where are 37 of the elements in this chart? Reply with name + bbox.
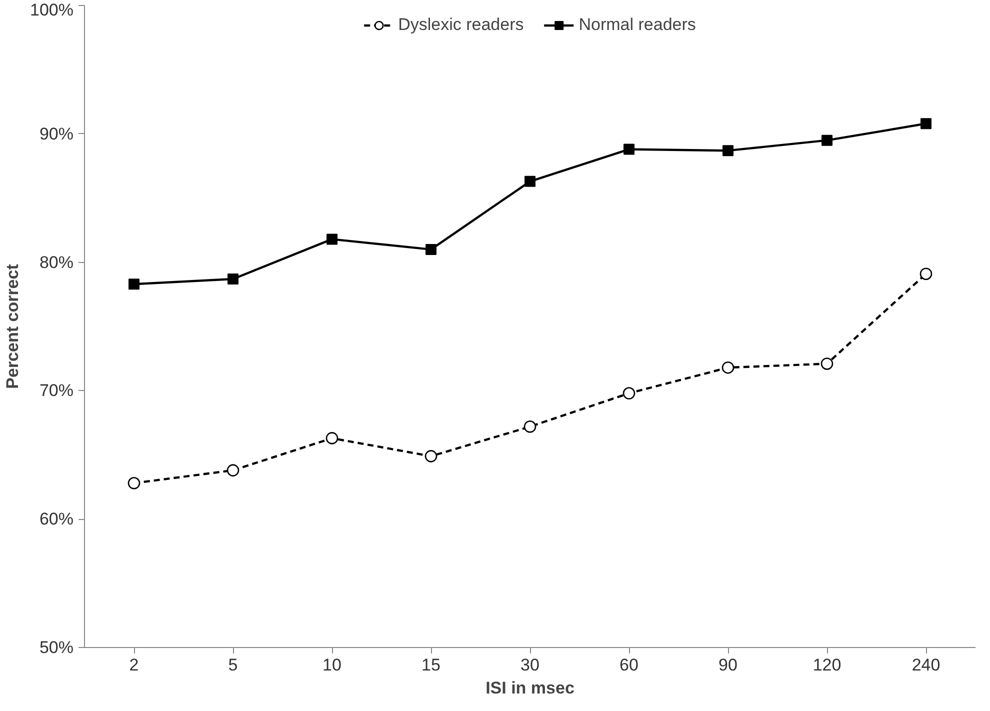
point: [622, 387, 636, 400]
x-tick-label: 90: [718, 656, 738, 674]
point: [226, 464, 240, 476]
x-tick-label: 120: [812, 656, 842, 674]
point: [326, 234, 338, 245]
x-tick-label: 60: [620, 656, 638, 674]
x-tick-label: 10: [322, 656, 342, 674]
point: [426, 244, 436, 255]
x-axis-title: ISI in msec: [486, 678, 574, 698]
point: [128, 477, 140, 490]
y-tick-label: 50%: [39, 638, 74, 657]
y-tick-label: 70%: [39, 381, 74, 400]
x-tick-label: 240: [912, 656, 940, 674]
x-tick-label: 2: [129, 656, 139, 674]
point: [822, 134, 832, 146]
point: [920, 268, 932, 280]
y-tick-label: 60%: [39, 510, 74, 529]
point: [128, 278, 140, 290]
point: [722, 361, 734, 374]
point: [820, 358, 834, 370]
x-tick-label: 15: [422, 656, 440, 674]
point: [524, 176, 536, 187]
y-tick-label: 90%: [39, 124, 74, 144]
x-tick-label: 5: [228, 656, 238, 674]
y-tick-label: 80%: [39, 252, 74, 272]
y-axis-title: Percent correct: [3, 264, 22, 389]
y-tick-label: 100%: [30, 0, 74, 20]
point: [326, 432, 338, 444]
point: [424, 450, 438, 462]
point: [920, 118, 932, 130]
legend-label: Normal readers: [578, 15, 696, 35]
point: [624, 144, 634, 155]
point: [524, 420, 536, 433]
x-tick-label: 30: [520, 656, 540, 674]
legend-label: Dyslexic readers: [398, 15, 524, 35]
point: [228, 273, 238, 284]
point: [722, 145, 734, 156]
